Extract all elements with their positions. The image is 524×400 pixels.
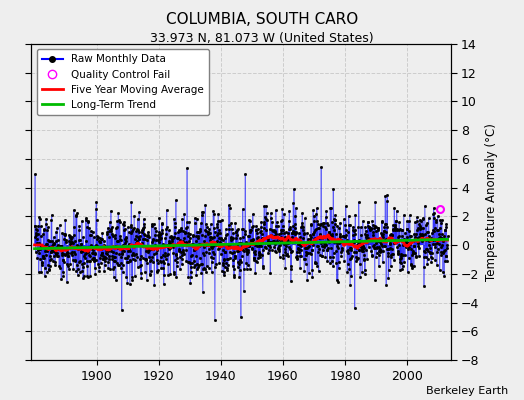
Text: 33.973 N, 81.073 W (United States): 33.973 N, 81.073 W (United States) xyxy=(150,32,374,45)
Y-axis label: Temperature Anomaly (°C): Temperature Anomaly (°C) xyxy=(485,123,498,281)
Text: COLUMBIA, SOUTH CARO: COLUMBIA, SOUTH CARO xyxy=(166,12,358,27)
Legend: Raw Monthly Data, Quality Control Fail, Five Year Moving Average, Long-Term Tren: Raw Monthly Data, Quality Control Fail, … xyxy=(37,49,209,115)
Text: Berkeley Earth: Berkeley Earth xyxy=(426,386,508,396)
